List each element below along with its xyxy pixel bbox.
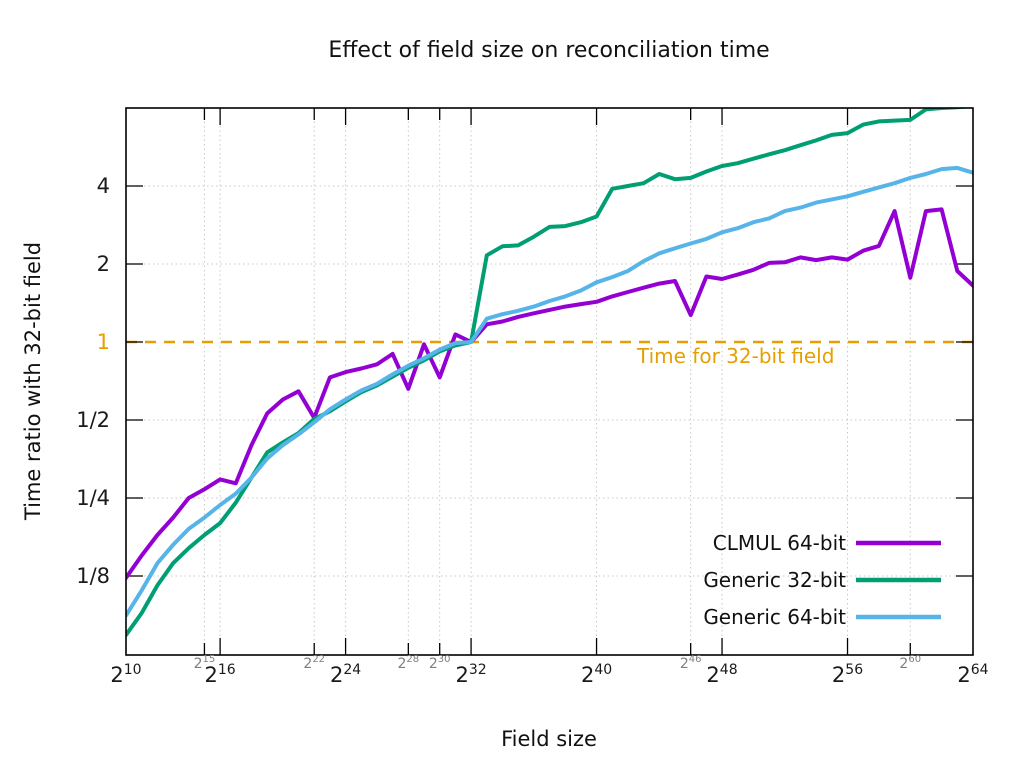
x-tick-label: 232 <box>455 662 487 687</box>
x-tick-label: 228 <box>397 654 420 672</box>
x-tick-label: 248 <box>706 662 738 687</box>
x-tick-label: 240 <box>580 662 613 687</box>
series-line-1 <box>126 108 972 637</box>
plot-border <box>125 107 974 656</box>
reference-line-label: Time for 32-bit field <box>637 344 835 368</box>
x-tick-label: 215 <box>193 654 216 672</box>
chart-title: Effect of field size on reconciliation t… <box>328 38 770 63</box>
y-tick-label: 4 <box>96 174 110 198</box>
y-tick-label: 1/2 <box>76 408 110 432</box>
legend-label: Generic 32-bit <box>703 568 846 592</box>
x-axis-title: Field size <box>501 727 597 751</box>
y-tick-label: 1 <box>96 330 110 354</box>
y-tick-label: 1/8 <box>76 564 110 588</box>
x-tick-label: 222 <box>303 654 326 672</box>
x-tick-label: 210 <box>110 662 142 687</box>
x-tick-label: 230 <box>428 654 451 672</box>
x-tick-label: 264 <box>957 662 989 687</box>
x-tick-label: 224 <box>329 662 362 687</box>
x-tick-label: 260 <box>899 654 922 672</box>
legend-label: CLMUL 64-bit <box>712 531 846 555</box>
series-line-2 <box>126 165 973 618</box>
y-axis-title: Time ratio with 32-bit field <box>21 241 45 521</box>
series-line-0 <box>126 207 973 580</box>
x-tick-label: 246 <box>679 654 702 672</box>
y-tick-label: 2 <box>96 252 110 276</box>
x-tick-label: 216 <box>204 662 236 687</box>
x-tick-label: 256 <box>831 662 864 687</box>
y-tick-label: 1/4 <box>76 486 110 510</box>
legend-label: Generic 64-bit <box>703 605 846 629</box>
